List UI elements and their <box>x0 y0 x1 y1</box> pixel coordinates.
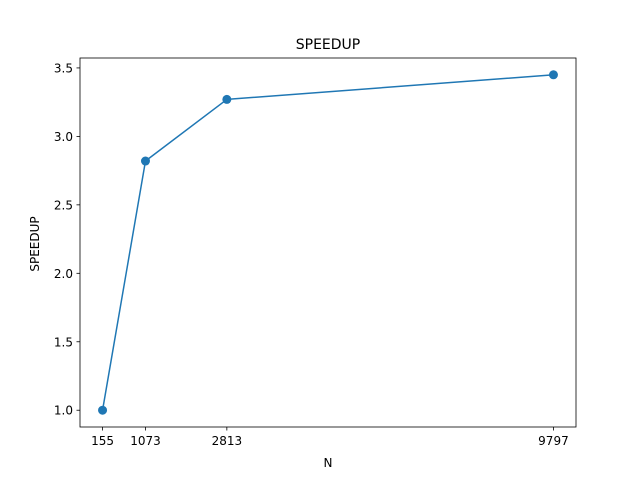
x-tick-label: 2813 <box>212 434 243 448</box>
y-tick-label: 1.0 <box>54 404 73 418</box>
x-tick-label: 1073 <box>130 434 161 448</box>
data-point <box>548 70 558 80</box>
y-tick-label: 2.0 <box>54 267 73 281</box>
y-tick-label: 3.5 <box>54 61 73 75</box>
x-tick-label: 155 <box>91 434 114 448</box>
y-tick-label: 2.5 <box>54 198 73 212</box>
y-tick-label: 3.0 <box>54 130 73 144</box>
chart-title: SPEEDUP <box>296 37 361 53</box>
series-line <box>101 73 555 412</box>
plot-area: 155 1073 2813 9797 1.0 1.5 2.0 2.5 3.0 3.5 <box>54 57 577 448</box>
y-axis-label: SPEEDUP <box>28 216 42 271</box>
x-tick-label: 9797 <box>538 434 569 448</box>
data-point <box>222 94 232 104</box>
data-point <box>140 156 150 166</box>
axes-frame <box>79 57 577 428</box>
y-tick-label: 1.5 <box>54 335 73 349</box>
data-point <box>98 405 108 415</box>
x-axis-label: N <box>324 456 333 470</box>
